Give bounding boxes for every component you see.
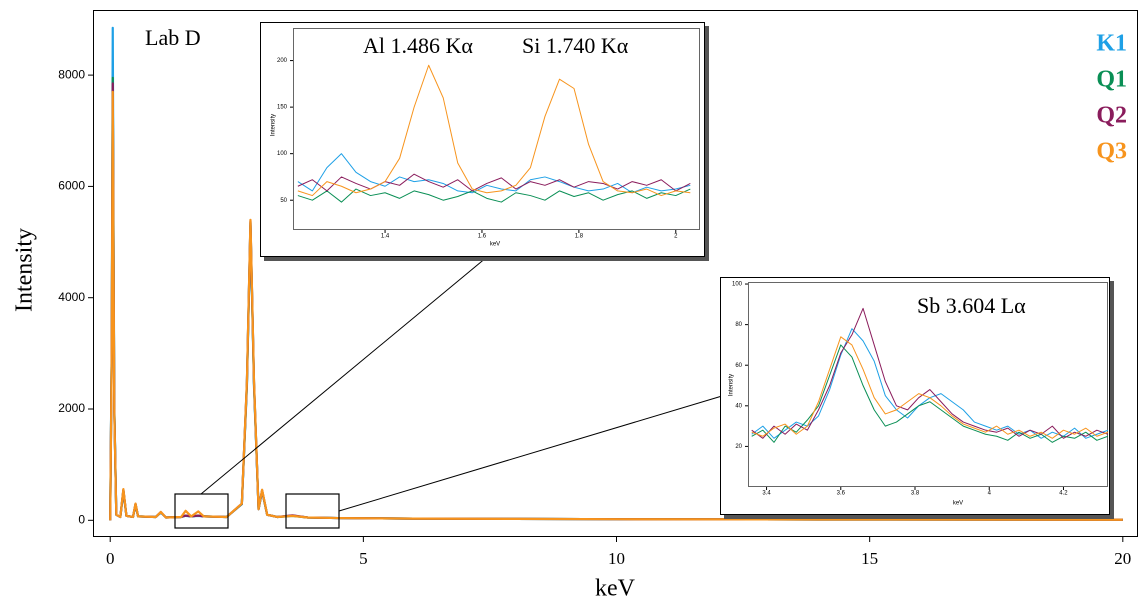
- series-line: [109, 90, 1123, 521]
- annotation: Al 1.486 Kα: [363, 33, 473, 58]
- y-tick-label: 6000: [58, 179, 85, 193]
- annotation: Lab D: [145, 25, 201, 50]
- series-line: [297, 188, 691, 203]
- inset-plot-frame: [748, 282, 1108, 487]
- y-tick-label: 2000: [58, 401, 85, 415]
- y-tick-label: 50: [280, 198, 287, 204]
- series-line: [297, 173, 691, 192]
- y-tick-label: 60: [735, 363, 742, 369]
- series-line: [297, 64, 691, 197]
- y-axis-label: Intensity: [12, 228, 38, 312]
- y-tick-label: 0: [78, 512, 85, 526]
- zoom-box: [285, 493, 340, 529]
- legend-entry: Q1: [1096, 67, 1127, 93]
- annotation: Si 1.740 Kα: [522, 33, 629, 58]
- legend-entry: K1: [1096, 31, 1127, 57]
- series-line: [297, 153, 691, 194]
- x-tick-label: 15: [861, 549, 878, 568]
- x-axis-label: keV: [953, 501, 963, 507]
- y-tick-label: 150: [277, 105, 288, 111]
- y-axis-label: Intensity: [271, 114, 277, 136]
- x-tick-label: 4: [988, 491, 992, 497]
- x-tick-label: 3.8: [911, 491, 920, 497]
- series-line: [751, 307, 1108, 439]
- x-tick-label: 4.2: [1059, 491, 1068, 497]
- x-tick-label: 5: [359, 549, 368, 568]
- x-tick-label: 0: [106, 549, 115, 568]
- y-tick-label: 20: [735, 444, 742, 450]
- main-chart: 0 2000 4000 6000 8000 0 5 10 15 20 Intensity keV Lab…: [12, 25, 1132, 601]
- x-tick-label: 3.6: [837, 491, 846, 497]
- y-tick-label: 4000: [58, 290, 85, 304]
- inset-chart: 20 40 60 80 100 3.4 3.6 3.8 4 4.2 Intensity keV Sb 3…: [729, 282, 1108, 507]
- y-tick-label: 40: [735, 403, 742, 409]
- y-tick-label: 100: [732, 282, 743, 288]
- legend-entry: Q3: [1096, 139, 1127, 165]
- connector: [200, 256, 488, 495]
- y-tick-label: 80: [735, 322, 742, 328]
- y-axis-label: Intensity: [729, 374, 735, 396]
- series-lines: [109, 26, 1123, 521]
- series-lines: [297, 64, 691, 203]
- zoom-box: [174, 493, 229, 529]
- x-tick-label: 1.6: [478, 234, 487, 240]
- y-tick-label: 100: [277, 151, 288, 157]
- inset-chart: 50 100 150 200 1.4 1.6 1.8 2 Intensity keV Al 1.48…: [271, 33, 691, 248]
- x-tick-label: 20: [1114, 549, 1131, 568]
- y-tick-label: 8000: [58, 67, 85, 81]
- y-tick-label: 200: [277, 58, 288, 64]
- series-line: [751, 336, 1108, 439]
- connector: [338, 395, 723, 512]
- x-axis-label: keV: [595, 576, 636, 602]
- x-tick-label: 2: [674, 234, 678, 240]
- series-lines: [751, 307, 1108, 443]
- inset-plot-frame: [293, 28, 700, 230]
- inset-frame: [260, 22, 705, 257]
- x-tick-label: 1.8: [575, 234, 584, 240]
- series-line: [751, 344, 1108, 443]
- x-tick-label: 1.4: [381, 234, 390, 240]
- annotation: Sb 3.604 Lα: [917, 293, 1026, 318]
- legend-entry: Q2: [1096, 103, 1127, 129]
- x-tick-label: 10: [608, 549, 625, 568]
- x-axis-label: keV: [490, 242, 500, 248]
- x-tick-label: 3.4: [762, 491, 771, 497]
